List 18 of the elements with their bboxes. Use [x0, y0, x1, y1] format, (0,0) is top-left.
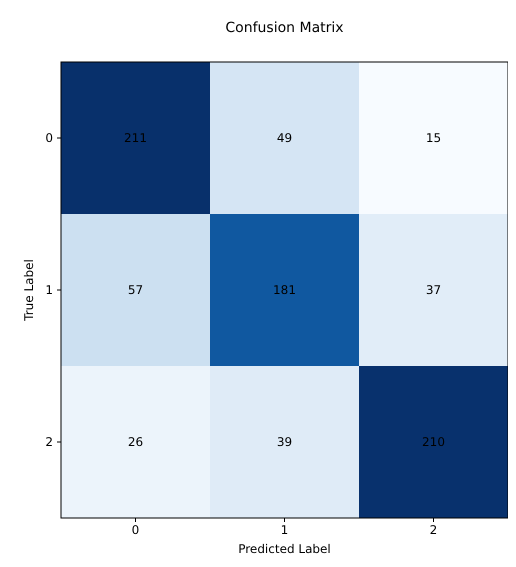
data-label: 37 — [426, 283, 442, 298]
y-tick-label: 0 — [45, 131, 53, 146]
x-axis-title: Predicted Label — [238, 542, 331, 556]
data-label: 15 — [426, 131, 442, 146]
data-label: 49 — [276, 131, 292, 146]
chart-title: Confusion Matrix — [225, 20, 344, 36]
data-label: 210 — [422, 435, 445, 450]
data-label: 57 — [128, 283, 144, 298]
data-label: 211 — [124, 131, 147, 146]
data-label: 181 — [273, 283, 296, 298]
x-tick-label: 0 — [132, 523, 140, 537]
y-tick-label: 2 — [45, 435, 53, 450]
y-axis-title: True Label — [22, 259, 36, 322]
data-label: 26 — [128, 435, 144, 450]
x-tick-label: 1 — [280, 523, 288, 537]
data-label: 39 — [276, 435, 292, 450]
x-tick-label: 2 — [430, 523, 438, 537]
y-tick-label: 1 — [45, 283, 53, 298]
